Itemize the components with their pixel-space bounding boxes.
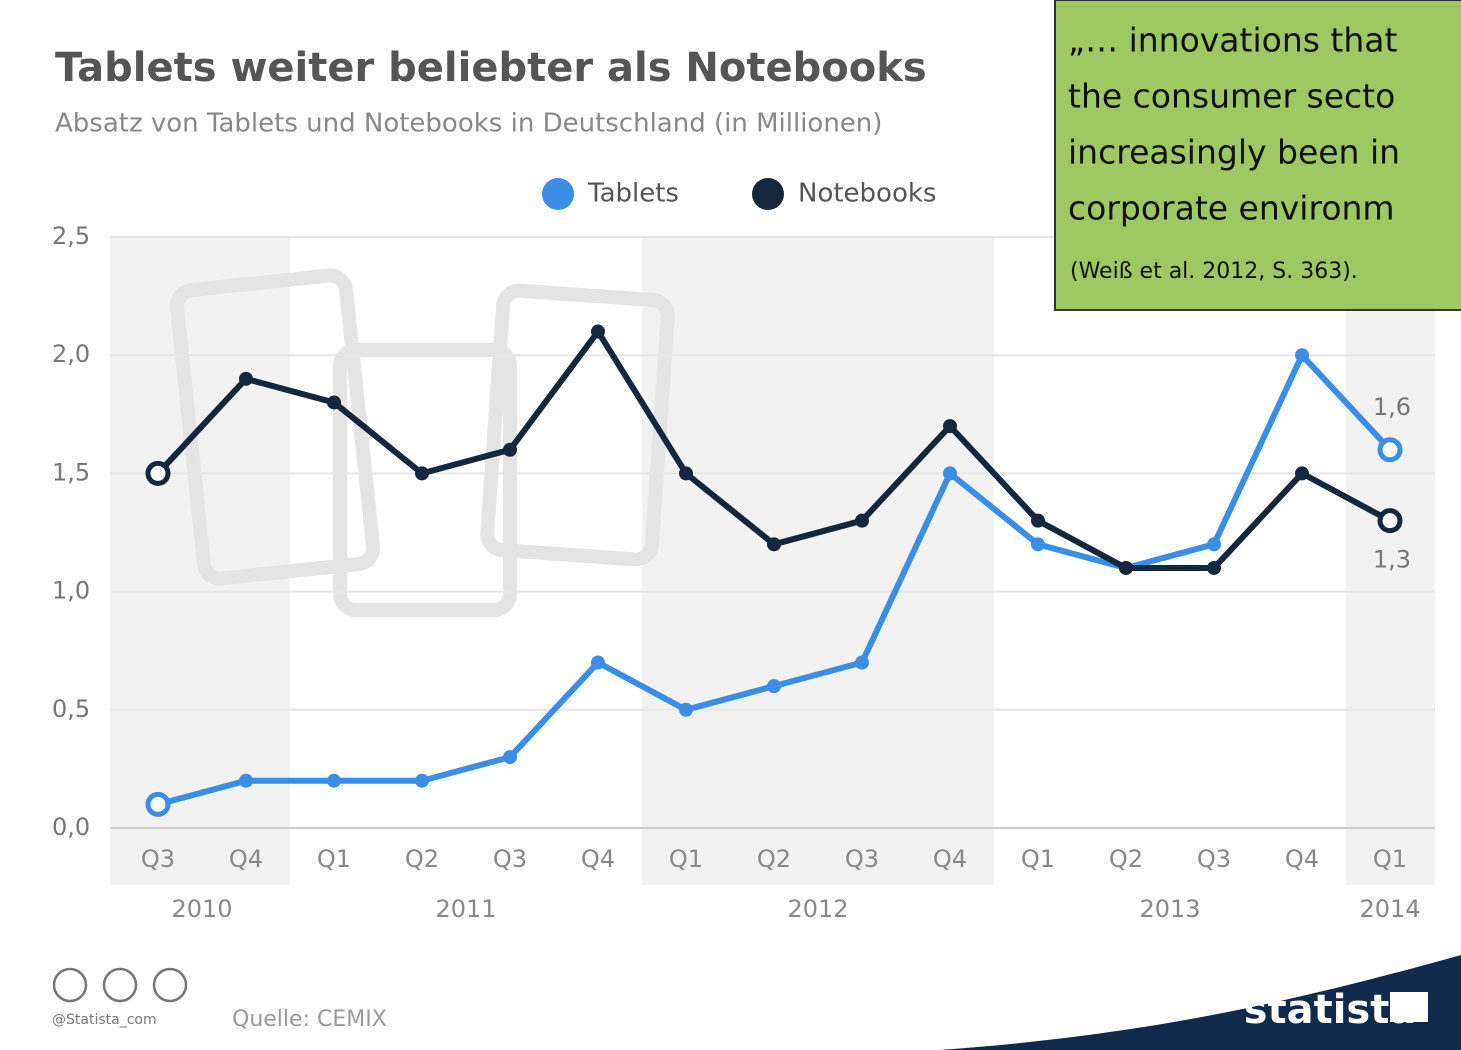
quote-box: „… innovations that the consumer secto inc…	[1054, 0, 1461, 311]
plot: 2010 2011 2012 2013 2014 0,0 0,5 1,0 1,5 2,0 2,5 Q3…	[52, 222, 1435, 923]
value-label: 1,6	[1373, 393, 1411, 421]
quote-line: the consumer secto	[1068, 77, 1395, 116]
data-point	[1207, 560, 1221, 575]
value-label: 1,3	[1373, 546, 1411, 574]
data-point	[855, 655, 869, 670]
year-band	[642, 237, 994, 885]
data-point	[239, 371, 253, 386]
x-tick-label: Q3	[141, 845, 175, 873]
source: Quelle: CEMIX	[232, 1007, 387, 1032]
x-tick-label: Q2	[1109, 845, 1143, 873]
data-point	[767, 537, 781, 552]
chart-title: Tablets weiter beliebter als Notebooks	[55, 45, 927, 91]
data-point	[1119, 560, 1133, 575]
year-band	[1346, 237, 1435, 885]
x-tick-label: Q1	[1373, 845, 1407, 873]
quote-line: increasingly been in	[1068, 133, 1400, 172]
data-point	[1031, 537, 1045, 552]
year-label: 2014	[1359, 895, 1420, 923]
data-point	[679, 466, 693, 481]
year-label: 2012	[787, 895, 848, 923]
data-point	[503, 442, 517, 457]
data-point	[415, 773, 429, 788]
y-tick-label: 1,0	[52, 577, 90, 605]
x-tick-label: Q4	[229, 845, 263, 873]
brand-swoosh	[940, 955, 1461, 1050]
quote-background	[1054, 0, 1461, 311]
year-label: 2011	[435, 895, 496, 923]
legend-marker	[542, 178, 574, 210]
x-tick-label: Q2	[405, 845, 439, 873]
y-tick-label: 2,0	[52, 340, 90, 368]
data-point	[1377, 508, 1403, 534]
year-label: 2010	[171, 895, 232, 923]
data-point	[415, 466, 429, 481]
data-point	[943, 419, 957, 434]
year-label: 2013	[1139, 895, 1200, 923]
data-point	[327, 395, 341, 410]
data-point	[679, 702, 693, 717]
legend-marker	[752, 178, 784, 210]
data-point	[1295, 466, 1309, 481]
data-point	[1031, 513, 1045, 528]
x-tick-label: Q4	[933, 845, 967, 873]
quote-citation: (Weiß et al. 2012, S. 363).	[1070, 259, 1358, 284]
legend: Tablets Notebooks	[542, 178, 936, 210]
x-tick-label: Q1	[669, 845, 703, 873]
y-tick-label: 0,0	[52, 813, 90, 841]
data-point	[1295, 348, 1309, 363]
legend-label: Tablets	[587, 179, 679, 209]
data-point	[1377, 437, 1403, 463]
y-tick-label: 1,5	[52, 458, 90, 486]
x-tick-label: Q3	[1197, 845, 1231, 873]
quote-line: „… innovations that	[1068, 21, 1397, 60]
data-point	[591, 655, 605, 670]
y-tick-label: 2,5	[52, 222, 90, 250]
data-point	[591, 324, 605, 339]
license-icons	[52, 967, 188, 1003]
quote-text: „… innovations that the consumer secto inc…	[1068, 21, 1400, 228]
data-point	[145, 791, 171, 817]
chart-subtitle: Absatz von Tablets und Notebooks in Deut…	[55, 109, 882, 139]
data-point	[239, 773, 253, 788]
data-point	[145, 460, 171, 486]
x-tick-label: Q3	[493, 845, 527, 873]
handle: @Statista_com	[52, 1012, 157, 1028]
brand-icon	[1390, 992, 1428, 1022]
data-point	[1207, 537, 1221, 552]
data-point	[327, 773, 341, 788]
y-tick-label: 0,5	[52, 695, 90, 723]
x-tick-label: Q2	[757, 845, 791, 873]
quote-line: corporate environm	[1068, 189, 1395, 228]
x-tick-label: Q1	[317, 845, 351, 873]
legend-label: Notebooks	[798, 179, 936, 209]
data-point	[767, 679, 781, 694]
data-point	[503, 750, 517, 765]
data-point	[855, 513, 869, 528]
brand: statista	[1244, 987, 1417, 1033]
data-point	[943, 466, 957, 481]
x-tick-label: Q1	[1021, 845, 1055, 873]
x-tick-label: Q4	[581, 845, 615, 873]
x-tick-label: Q3	[845, 845, 879, 873]
x-tick-label: Q4	[1285, 845, 1319, 873]
